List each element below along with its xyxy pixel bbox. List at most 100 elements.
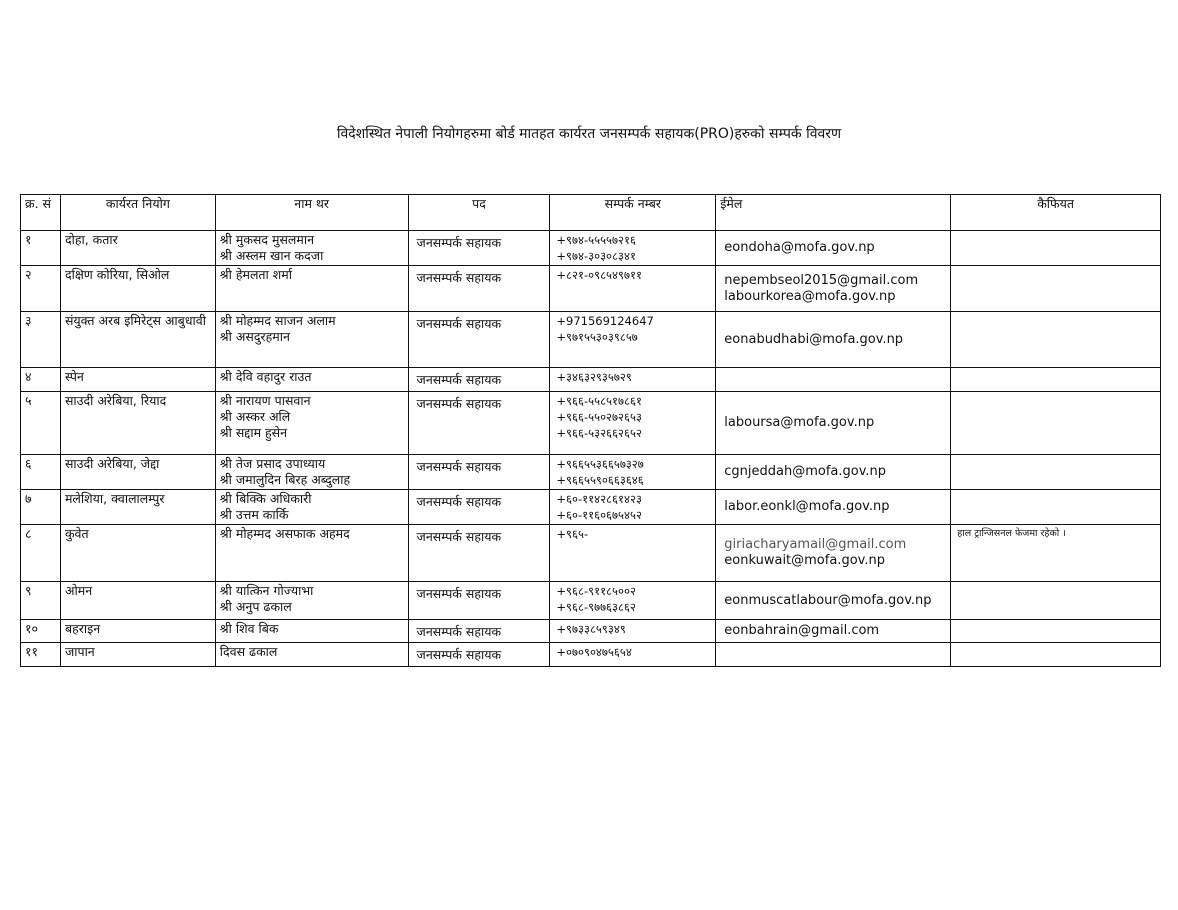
column-header: कैफियत xyxy=(950,194,1161,231)
names-cell: श्री मोहम्मद असफाक अहमद xyxy=(214,524,409,582)
name: श्री नारायण पासवान xyxy=(219,393,311,408)
email: eonkuwait@mofa.gov.np xyxy=(724,553,885,568)
serial-cell: १० xyxy=(20,619,61,643)
email-cell: eonmuscatlabour@mofa.gov.np xyxy=(715,581,952,620)
phone: +९६८-९७७६३८६२ xyxy=(556,600,636,614)
post-cell: जनसम्पर्क सहायक xyxy=(407,265,551,312)
remarks-cell xyxy=(950,311,1161,368)
email: labourkorea@mofa.gov.np xyxy=(724,288,896,304)
serial-cell: ८ xyxy=(20,524,61,582)
names-cell: श्री देवि वहादुर राउत xyxy=(214,367,409,392)
post-cell: जनसम्पर्क सहायक xyxy=(407,642,551,667)
name: श्री तेज प्रसाद उपाध्याय xyxy=(219,456,326,471)
mission-cell: संयुक्त अरब इमिरेट्स आबुधावी xyxy=(59,311,216,368)
email: giriacharyamail@gmail.com xyxy=(724,537,907,552)
phone-cell: +971569124647 +९७१५५३०३९८५७ xyxy=(549,311,717,368)
remarks-cell xyxy=(950,230,1161,266)
phone: +९७४-३०३०८३४१ xyxy=(556,249,636,263)
serial-cell: ६ xyxy=(20,454,61,490)
phone: +९६८-९११८५००२ xyxy=(556,584,636,598)
contact-table: क्र. सं कार्यरत नियोग नाम थर पद सम्पर्क नम्ब… xyxy=(20,194,1161,667)
name: श्री देवि वहादुर राउत xyxy=(219,369,312,384)
table-row: ६ साउदी अरेबिया, जेद्दा श्री तेज प्रसाद उप… xyxy=(20,454,1161,490)
phone-cell: +९७४-५५५५७२१६ +९७४-३०३०८३४१ xyxy=(549,230,717,266)
names-cell: श्री तेज प्रसाद उपाध्याय श्री जमालुदिन बि… xyxy=(214,454,409,490)
phone: +971569124647 xyxy=(556,314,654,328)
post-cell: जनसम्पर्क सहायक xyxy=(407,619,551,643)
table-row: २ दक्षिण कोरिया, सिओल श्री हेमलता शर्मा जनस… xyxy=(20,265,1161,312)
phone: +९६६-५५०२७२६५३ xyxy=(556,410,642,424)
remarks-cell xyxy=(950,454,1161,490)
table-row: ५ साउदी अरेबिया, रियाद श्री नारायण पासवान श… xyxy=(20,391,1161,455)
name: श्री अस्लम खान कदजा xyxy=(219,248,324,263)
remarks-cell xyxy=(950,642,1161,667)
table-row: १ दोहा, कतार श्री मुकसद मुसलमान श्री अस्लम … xyxy=(20,230,1161,266)
phone: +९६६-५३२६६२६५२ xyxy=(556,426,642,440)
table-row: ११ जापान दिवस ढकाल जनसम्पर्क सहायक +०७०९०४७५… xyxy=(20,642,1161,667)
name: श्री जमालुदिन बिरह अब्दुलाह xyxy=(219,472,351,487)
name: श्री असदुरहमान xyxy=(219,329,290,344)
name: श्री उत्तम कार्कि xyxy=(219,507,289,522)
name: श्री हेमलता शर्मा xyxy=(219,267,292,282)
phone: +९७१५५३०३९८५७ xyxy=(556,330,638,344)
name: श्री अस्कर अलि xyxy=(219,409,291,424)
serial-cell: ७ xyxy=(20,489,61,525)
email: nepembseol2015@gmail.com xyxy=(724,272,919,288)
email-cell: eonabudhabi@mofa.gov.np xyxy=(715,311,952,368)
email: eonabudhabi@mofa.gov.np xyxy=(724,331,904,347)
name: श्री बिक्कि अधिकारी xyxy=(219,491,312,506)
remarks-cell: हाल ट्रान्जिसनल फेजमा रहेको । xyxy=(950,524,1161,582)
name: श्री अनुप ढकाल xyxy=(219,599,292,614)
phone-cell: +८२१-०९८५४९७११ xyxy=(549,265,717,312)
email-cell: cgnjeddah@mofa.gov.np xyxy=(715,454,952,490)
email: cgnjeddah@mofa.gov.np xyxy=(724,464,887,479)
name: श्री सद्दाम हुसेन xyxy=(219,425,288,440)
mission-cell: स्पेन xyxy=(59,367,216,392)
serial-cell: ५ xyxy=(20,391,61,455)
table-row: १० बहराइन श्री शिव बिक जनसम्पर्क सहायक +९७३३… xyxy=(20,619,1161,643)
names-cell: श्री मुकसद मुसलमान श्री अस्लम खान कदजा xyxy=(214,230,409,266)
email: eonmuscatlabour@mofa.gov.np xyxy=(724,592,932,608)
post-cell: जनसम्पर्क सहायक xyxy=(407,524,551,582)
column-header: कार्यरत नियोग xyxy=(59,194,216,231)
phone-cell: +६०-११४२८६१४२३ +६०-११६०६७५४५२ xyxy=(549,489,717,525)
mission-cell: बहराइन xyxy=(59,619,216,643)
phone: +६०-११६०६७५४५२ xyxy=(556,508,642,522)
mission-cell: दोहा, कतार xyxy=(59,230,216,266)
post-cell: जनसम्पर्क सहायक xyxy=(407,367,551,392)
phone-cell: +९६६-५५८५१७८६१ +९६६-५५०२७२६५३ +९६६-५३२६६२६… xyxy=(549,391,717,455)
serial-cell: ९ xyxy=(20,581,61,620)
remarks-cell xyxy=(950,391,1161,455)
column-header: पद xyxy=(407,194,551,231)
email-cell: nepembseol2015@gmail.com labourkorea@mofa… xyxy=(715,265,952,312)
phone-cell: +३४६३२९३५७२९ xyxy=(549,367,717,392)
post-cell: जनसम्पर्क सहायक xyxy=(407,230,551,266)
phone: +९६६-५५८५१७८६१ xyxy=(556,394,642,408)
phone: +९७४-५५५५७२१६ xyxy=(556,233,636,247)
names-cell: श्री शिव बिक xyxy=(214,619,409,643)
table-row: ४ स्पेन श्री देवि वहादुर राउत जनसम्पर्क सहा… xyxy=(20,367,1161,392)
column-header: ईमेल xyxy=(715,194,952,231)
phone: +९६५- xyxy=(556,527,589,541)
email-cell: eonbahrain@gmail.com xyxy=(715,619,952,643)
email: laboursa@mofa.gov.np xyxy=(724,415,875,430)
email-cell: eondoha@mofa.gov.np xyxy=(715,230,952,266)
serial-cell: ३ xyxy=(20,311,61,368)
names-cell: श्री नारायण पासवान श्री अस्कर अलि श्री सद्… xyxy=(214,391,409,455)
name: श्री यात्किन गोज्याभा xyxy=(219,583,314,598)
names-cell: श्री मोहम्मद साजन अलाम श्री असदुरहमान xyxy=(214,311,409,368)
serial-cell: २ xyxy=(20,265,61,312)
name: श्री शिव बिक xyxy=(219,621,279,636)
email: eondoha@mofa.gov.np xyxy=(724,240,875,255)
mission-cell: दक्षिण कोरिया, सिओल xyxy=(59,265,216,312)
email-cell: laboursa@mofa.gov.np xyxy=(715,391,952,455)
mission-cell: ओमन xyxy=(59,581,216,620)
email-cell xyxy=(715,642,952,667)
phone: +९६६५५९०६६३६४६ xyxy=(556,473,644,487)
mission-cell: साउदी अरेबिया, जेद्दा xyxy=(59,454,216,490)
table-row: ३ संयुक्त अरब इमिरेट्स आबुधावी श्री मोहम्म… xyxy=(20,311,1161,368)
phone-cell: +०७०९०४७५६५४ xyxy=(549,642,717,667)
remarks-cell xyxy=(950,265,1161,312)
serial-cell: ११ xyxy=(20,642,61,667)
